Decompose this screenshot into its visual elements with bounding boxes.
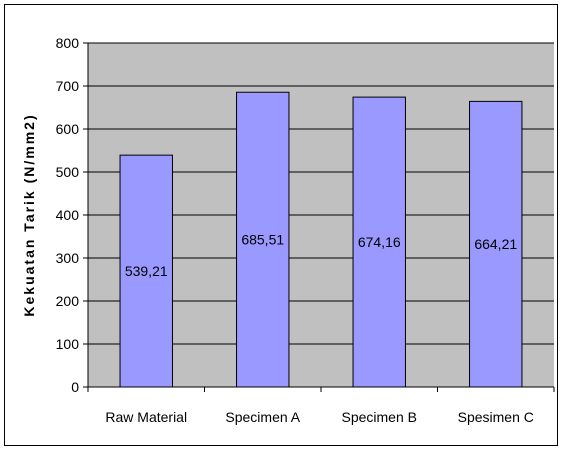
data-label: 674,16 — [358, 234, 401, 250]
x-tick-label: Raw Material — [105, 409, 187, 425]
bar — [352, 96, 406, 388]
y-tick-label: 700 — [56, 78, 80, 94]
y-tick-labels: 0 100 200 300 400 500 600 700 800 — [56, 35, 80, 395]
data-label: 539,21 — [125, 263, 168, 279]
y-tick-label: 400 — [56, 207, 80, 223]
y-tick-label: 300 — [56, 250, 80, 266]
y-tick-label: 0 — [71, 379, 79, 395]
data-labels: 539,21 685,51 674,16 664,21 — [125, 232, 518, 279]
axes — [83, 42, 555, 392]
data-label: 685,51 — [241, 232, 284, 248]
x-tick-label: Specimen B — [342, 409, 417, 425]
y-tick-label: 100 — [56, 336, 80, 352]
x-tick-labels: Raw Material Specimen A Specimen B Spesimen… — [105, 409, 533, 425]
bar — [119, 154, 173, 388]
bar — [236, 91, 290, 388]
y-tick-label: 800 — [56, 35, 80, 51]
y-tick-label: 200 — [56, 293, 80, 309]
y-tick-label: 500 — [56, 164, 80, 180]
y-tick-label: 600 — [56, 121, 80, 137]
data-label: 664,21 — [474, 236, 517, 252]
y-axis-label: Kekuatan Tarik (N/mm2) — [21, 113, 37, 316]
bars — [119, 91, 523, 388]
bar — [469, 100, 523, 388]
x-tick-label: Specimen A — [225, 409, 300, 425]
x-tick-label: Spesimen C — [458, 409, 534, 425]
